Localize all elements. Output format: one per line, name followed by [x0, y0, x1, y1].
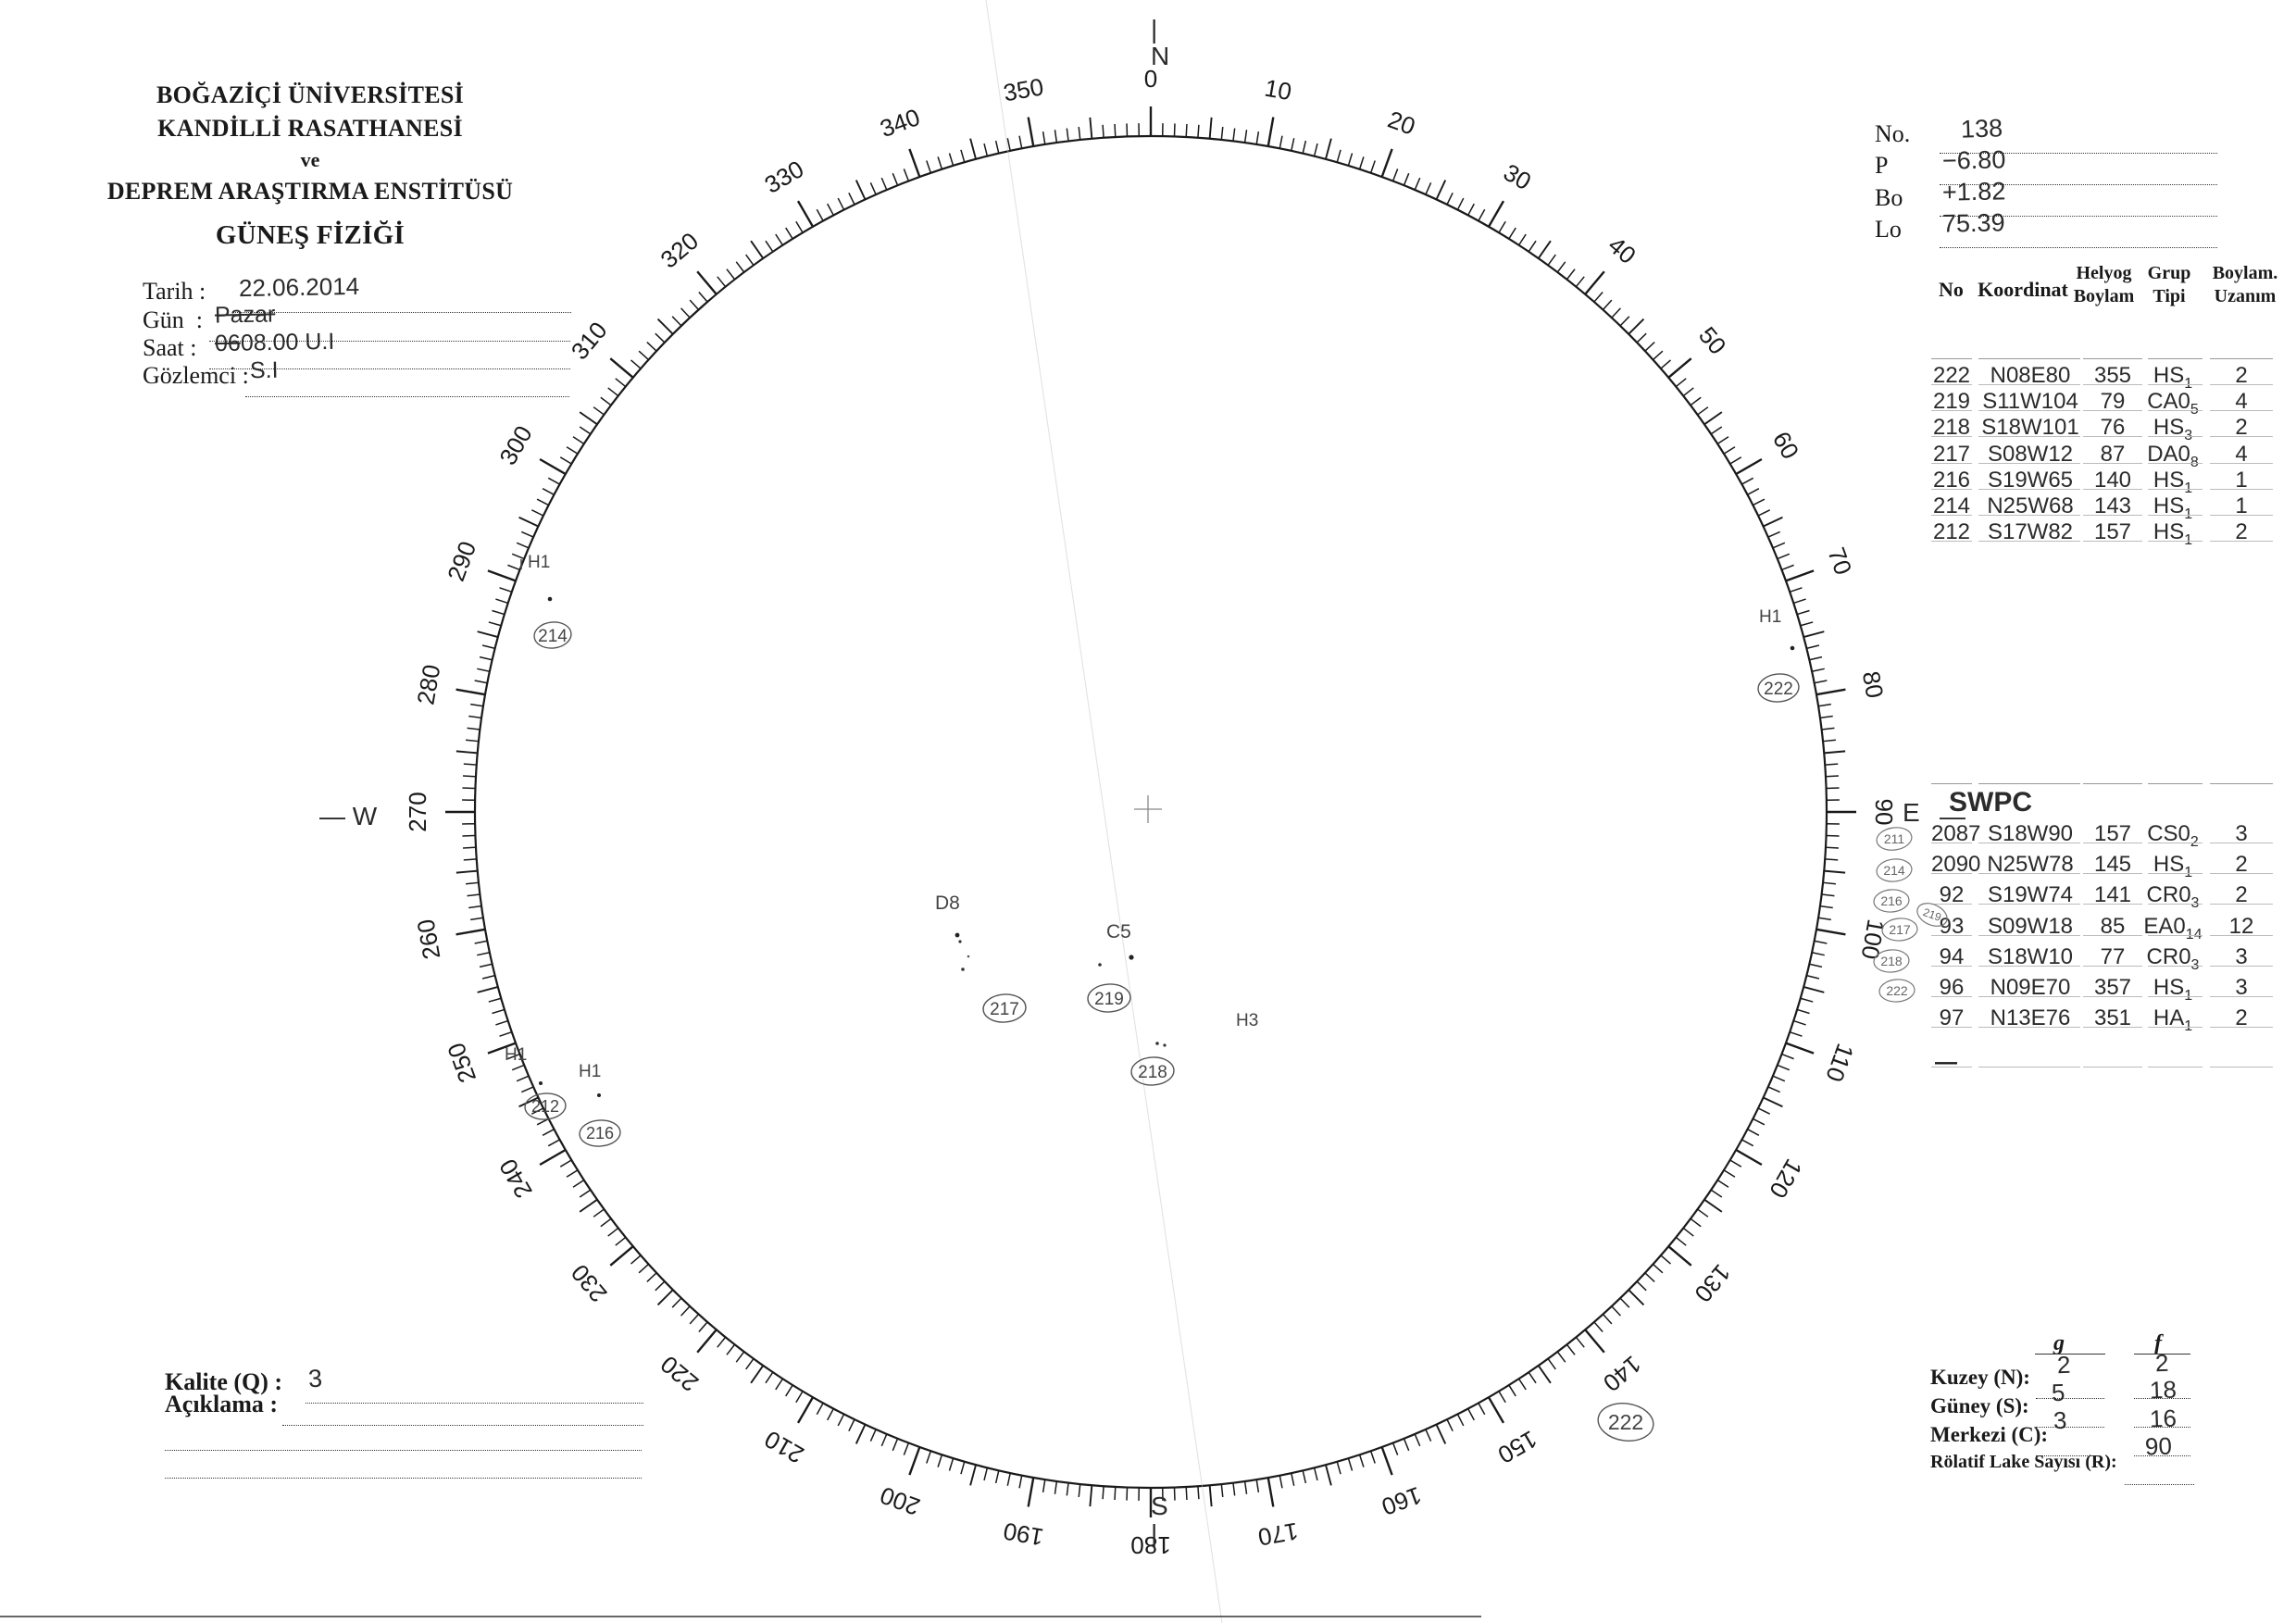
svg-text:218: 218: [1880, 954, 1903, 968]
svg-text:216: 216: [586, 1124, 614, 1142]
svg-text:214: 214: [538, 627, 568, 646]
svg-text:H1: H1: [579, 1062, 601, 1081]
svg-text:H1: H1: [505, 1045, 527, 1065]
svg-text:216: 216: [1880, 893, 1903, 908]
svg-text:222: 222: [1764, 680, 1793, 699]
svg-text:212: 212: [531, 1097, 559, 1116]
svg-text:219: 219: [1094, 990, 1124, 1009]
svg-text:222: 222: [1886, 983, 1908, 998]
svg-text:222: 222: [1608, 1410, 1643, 1434]
svg-text:217: 217: [990, 1000, 1019, 1019]
svg-text:H1: H1: [528, 553, 550, 572]
svg-text:214: 214: [1883, 863, 1905, 878]
svg-text:D8: D8: [935, 893, 960, 914]
svg-text:218: 218: [1138, 1063, 1167, 1082]
svg-text:H1: H1: [1759, 607, 1781, 627]
svg-text:217: 217: [1889, 922, 1911, 937]
svg-text:219: 219: [1921, 905, 1943, 924]
svg-text:H3: H3: [1236, 1011, 1258, 1030]
svg-text:C5: C5: [1106, 921, 1131, 943]
svg-text:211: 211: [1884, 831, 1905, 846]
